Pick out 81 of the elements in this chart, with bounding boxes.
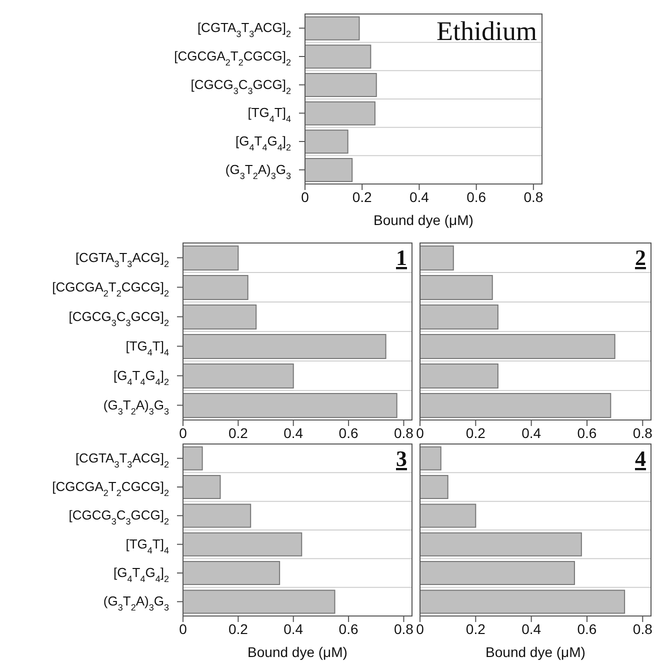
- bar: [305, 16, 360, 40]
- bar: [305, 130, 348, 154]
- chart-title: 1: [396, 245, 407, 270]
- chart-title: Ethidium: [436, 16, 537, 46]
- y-tick-label: (G$_{3}$T$_{2}$A)$_{3}$G$_{3}$: [103, 594, 169, 613]
- x-tick-label: 0.8: [394, 424, 414, 441]
- y-tick-label: [CGCG$_{3}$C$_{3}$GCG]$_{2}$: [68, 308, 169, 328]
- y-tick-label: (G$_{3}$T$_{2}$A)$_{3}$G$_{3}$: [225, 162, 291, 181]
- y-tick-label: [TG$_{4}$T]$_{4}$: [248, 105, 291, 124]
- x-tick-label: 0.2: [228, 620, 248, 637]
- bar: [420, 590, 626, 614]
- x-tick-label: 0.4: [409, 188, 430, 205]
- bar: [183, 532, 302, 556]
- x-axis-title: Bound dye (μM): [486, 644, 586, 660]
- x-tick-label: 0.6: [338, 424, 358, 441]
- x-tick-label: 0.6: [577, 424, 597, 441]
- bar: [420, 274, 493, 300]
- x-tick-label: 0.4: [522, 424, 542, 441]
- y-tick-label: [G$_{4}$T$_{4}$G$_{4}$]$_{2}$: [236, 134, 291, 152]
- bar: [420, 334, 616, 359]
- x-tick-label: 0: [301, 188, 310, 205]
- y-tick-label: [CGCG$_{3}$C$_{3}$GCG]$_{2}$: [190, 76, 291, 96]
- bar: [183, 334, 386, 359]
- bar: [420, 561, 575, 586]
- bar: [420, 392, 612, 418]
- y-tick-label: [G$_{4}$T$_{4}$G$_{4}$]$_{2}$: [114, 565, 169, 584]
- bar: [183, 590, 336, 614]
- x-tick-label: 0.8: [394, 620, 414, 637]
- bar: [183, 392, 398, 418]
- bar: [183, 363, 294, 388]
- x-tick-label: 0: [416, 424, 424, 441]
- x-axis-title: Bound dye (μM): [248, 644, 348, 660]
- bar: [420, 504, 476, 528]
- chart-title: 2: [635, 245, 646, 270]
- x-tick-label: 0.6: [577, 620, 597, 637]
- x-tick-label: 0.6: [466, 188, 486, 205]
- bar: [183, 561, 280, 586]
- bar: [420, 475, 448, 500]
- x-tick-label: 0.8: [632, 620, 653, 637]
- x-tick-label: 0.2: [466, 620, 486, 637]
- bar: [183, 475, 221, 500]
- bar: [305, 101, 376, 126]
- bar: [305, 158, 353, 182]
- bar: [183, 446, 203, 470]
- x-tick-label: 0.4: [522, 620, 542, 637]
- bar: [420, 446, 442, 470]
- bar: [183, 504, 252, 528]
- x-tick-label: 0.2: [228, 424, 248, 441]
- x-tick-label: 0.6: [338, 620, 358, 637]
- y-tick-label: [CGCGA$_{2}$T$_{2}$CGCG]$_{2}$: [174, 48, 291, 68]
- bar: [183, 274, 248, 300]
- y-tick-label: [CGTA$_{3}$T$_{3}$ACG]$_{2}$: [75, 250, 169, 269]
- x-tick-label: 0.4: [284, 620, 304, 637]
- x-tick-label: 0: [179, 424, 188, 441]
- x-tick-label: 0.8: [524, 188, 544, 205]
- bar: [420, 304, 498, 330]
- bar: [183, 245, 239, 270]
- x-tick-label: 0.4: [284, 424, 304, 441]
- chart-title: 3: [396, 446, 407, 471]
- bar: [305, 44, 372, 69]
- x-tick-label: 0.8: [632, 424, 653, 441]
- bar: [420, 363, 498, 388]
- x-tick-label: 0: [416, 620, 424, 637]
- x-tick-label: 0.2: [466, 424, 486, 441]
- chart-title: 4: [635, 446, 646, 471]
- y-tick-label: [TG$_{4}$T]$_{4}$: [126, 338, 169, 358]
- bar: [305, 73, 377, 97]
- y-tick-label: [CGCGA$_{2}$T$_{2}$CGCG]$_{2}$: [52, 479, 169, 498]
- y-tick-label: [CGTA$_{3}$T$_{3}$ACG]$_{2}$: [75, 450, 169, 470]
- x-axis-title: Bound dye (μM): [374, 212, 474, 228]
- bar: [420, 532, 582, 556]
- x-tick-label: 0: [179, 620, 188, 637]
- y-tick-label: [CGCG$_{3}$C$_{3}$GCG]$_{2}$: [68, 508, 169, 527]
- y-tick-label: [TG$_{4}$T]$_{4}$: [126, 536, 169, 556]
- bar: [183, 304, 257, 330]
- y-tick-label: [CGCGA$_{2}$T$_{2}$CGCG]$_{2}$: [52, 279, 169, 298]
- y-tick-label: [G$_{4}$T$_{4}$G$_{4}$]$_{2}$: [114, 368, 169, 387]
- bar: [420, 245, 454, 270]
- y-tick-label: [CGTA$_{3}$T$_{3}$ACG]$_{2}$: [197, 20, 291, 40]
- y-tick-label: (G$_{3}$T$_{2}$A)$_{3}$G$_{3}$: [103, 397, 169, 416]
- x-tick-label: 0.2: [352, 188, 372, 205]
